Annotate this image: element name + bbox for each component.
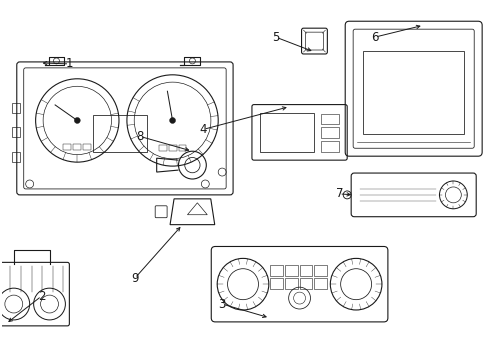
- Bar: [12, 152, 20, 162]
- Bar: [12, 103, 20, 113]
- Bar: [299, 278, 312, 289]
- Text: 7: 7: [335, 188, 342, 201]
- Bar: [314, 278, 326, 289]
- Bar: [269, 265, 282, 276]
- Bar: [93, 114, 147, 152]
- Bar: [269, 278, 282, 289]
- Bar: [168, 145, 176, 150]
- Text: 4: 4: [199, 123, 206, 136]
- Bar: [178, 145, 186, 150]
- Bar: [259, 113, 314, 152]
- Bar: [73, 144, 81, 150]
- Bar: [314, 265, 326, 276]
- Bar: [63, 144, 71, 150]
- Bar: [83, 144, 91, 150]
- Bar: [321, 141, 339, 152]
- Bar: [362, 51, 463, 134]
- Text: 9: 9: [131, 272, 138, 285]
- Circle shape: [169, 117, 175, 123]
- Text: 3: 3: [218, 297, 225, 311]
- Text: 8: 8: [136, 130, 143, 143]
- Text: 2: 2: [38, 289, 45, 303]
- Text: 1: 1: [65, 57, 73, 71]
- Bar: [158, 145, 166, 150]
- Bar: [284, 278, 297, 289]
- Bar: [321, 127, 339, 138]
- Text: 6: 6: [370, 31, 378, 44]
- Bar: [299, 265, 312, 276]
- Bar: [12, 127, 20, 137]
- Bar: [321, 113, 339, 125]
- Circle shape: [74, 117, 80, 123]
- Bar: [284, 265, 297, 276]
- Text: 5: 5: [271, 31, 279, 44]
